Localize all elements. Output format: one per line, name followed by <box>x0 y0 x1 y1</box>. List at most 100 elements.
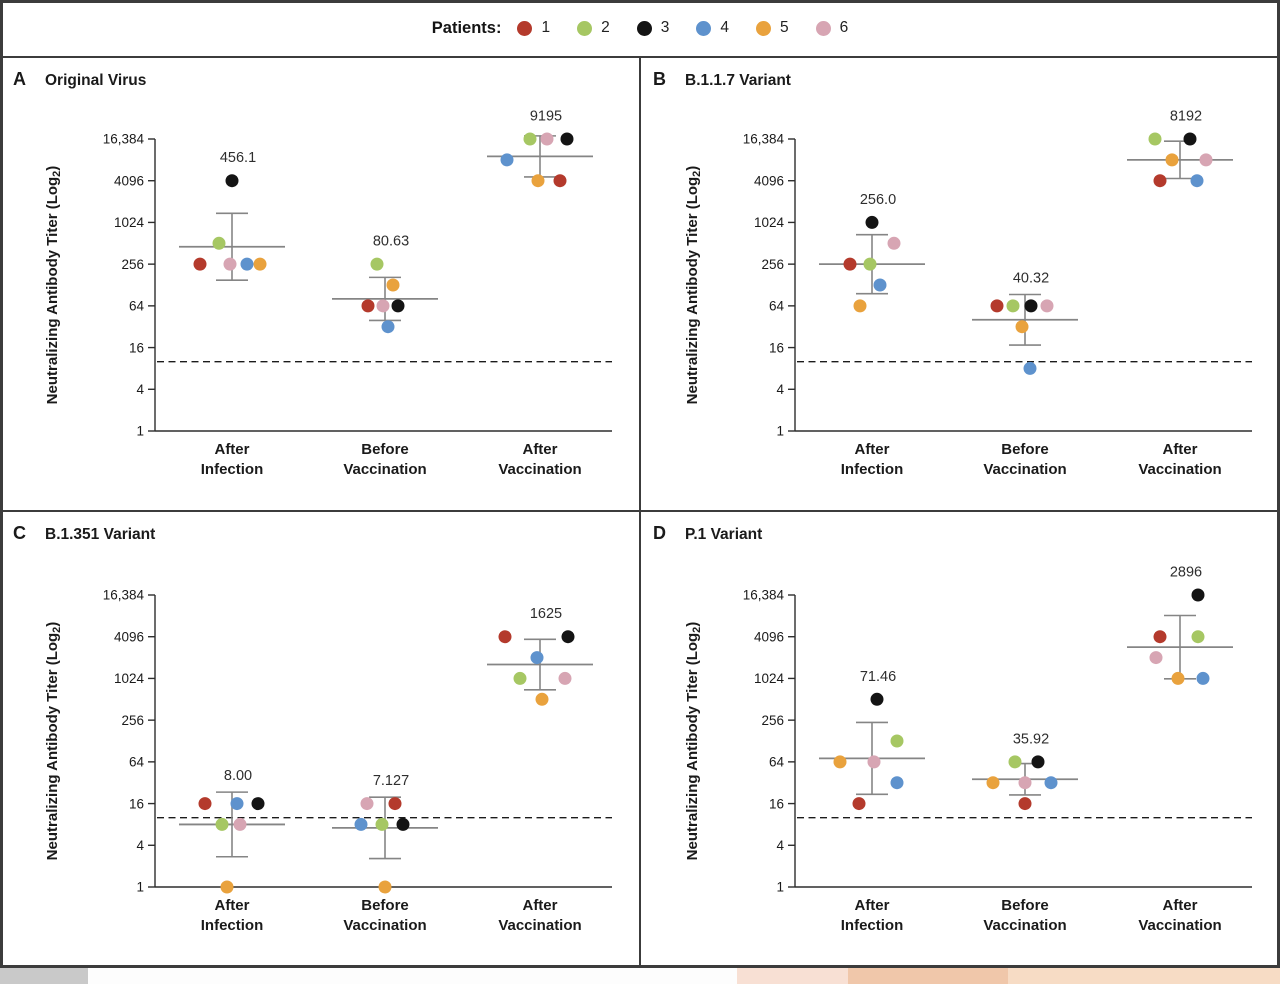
legend-item-patient-3: 3 <box>636 19 670 37</box>
panel-C: C B.1.351 Variant Neutralizing Antibody Ti… <box>0 512 640 971</box>
y-tick-label: 4096 <box>114 173 144 188</box>
data-point-patient-3 <box>865 215 879 229</box>
panel-A-chart: A Original Virus Neutralizing Antibody Tit… <box>13 69 612 478</box>
data-point-patient-6 <box>1040 299 1054 313</box>
data-point-patient-4 <box>1044 776 1058 790</box>
y-tick-label: 256 <box>761 257 784 272</box>
panel-letter: D <box>653 523 666 543</box>
x-category-label-line2: Infection <box>201 917 264 934</box>
panel-B: B B.1.1.7 Variant Neutralizing Antibody Ti… <box>640 58 1280 515</box>
panel-title: Original Virus <box>45 72 146 89</box>
data-point-patient-4 <box>381 320 395 334</box>
data-point-patient-3 <box>251 797 265 811</box>
y-tick-label: 1024 <box>114 215 145 230</box>
x-category-label-line2: Vaccination <box>1138 461 1221 478</box>
data-point-patient-4 <box>1023 361 1037 375</box>
data-point-patient-5 <box>986 776 1000 790</box>
panel-D-chart: D P.1 Variant Neutralizing Antibody Titer … <box>653 523 1252 934</box>
x-category-label-line1: After <box>214 441 249 458</box>
y-tick-label: 16,384 <box>103 588 145 603</box>
data-point-patient-6 <box>1199 153 1213 167</box>
geometric-mean-value: 8.00 <box>224 768 252 784</box>
y-tick-label: 64 <box>129 755 145 770</box>
panel-title: P.1 Variant <box>685 526 762 543</box>
data-point-patient-5 <box>833 755 847 769</box>
data-point-patient-1 <box>498 630 512 644</box>
y-axis-title: Neutralizing Antibody Titer (Log2) <box>44 166 63 405</box>
geometric-mean-value: 456.1 <box>220 150 256 166</box>
x-category-label-line2: Infection <box>201 461 264 478</box>
y-tick-label: 4096 <box>754 629 784 644</box>
y-axis-title-subscript: 2 <box>51 171 63 177</box>
data-point-patient-2 <box>513 671 527 685</box>
patient-4-dot-icon <box>696 20 712 36</box>
data-point-patient-1 <box>1153 174 1167 188</box>
y-axis-title-close: ) <box>44 166 61 171</box>
data-point-patient-1 <box>361 299 375 313</box>
x-category-label-line2: Vaccination <box>498 461 581 478</box>
data-point-patient-5 <box>378 880 392 894</box>
y-axis-title: Neutralizing Antibody Titer (Log2) <box>684 622 703 861</box>
data-point-patient-4 <box>890 776 904 790</box>
data-point-patient-1 <box>1153 630 1167 644</box>
data-point-patient-6 <box>1018 776 1032 790</box>
data-point-patient-2 <box>212 236 226 250</box>
x-category-label-line1: After <box>854 897 889 914</box>
x-category-label-line1: After <box>522 897 557 914</box>
data-point-patient-6 <box>540 132 554 146</box>
data-point-patient-5 <box>386 278 400 292</box>
y-tick-label: 256 <box>761 713 784 728</box>
y-tick-label: 64 <box>769 299 785 314</box>
data-point-patient-5 <box>531 174 545 188</box>
data-point-patient-5 <box>1171 671 1185 685</box>
data-point-patient-2 <box>890 734 904 748</box>
data-point-patient-1 <box>1018 797 1032 811</box>
y-axis-title-close: ) <box>684 166 701 171</box>
y-tick-label: 16,384 <box>743 132 785 147</box>
legend-item-patient-5: 5 <box>755 19 789 37</box>
legend-item-patient-4: 4 <box>696 19 729 37</box>
y-tick-label: 1 <box>136 424 144 439</box>
x-category-label-line2: Vaccination <box>498 917 581 934</box>
data-point-patient-3 <box>560 132 574 146</box>
bottom-strip-segment <box>0 968 88 984</box>
y-tick-label: 4 <box>136 382 144 397</box>
data-point-patient-2 <box>1191 630 1205 644</box>
data-point-patient-1 <box>198 797 212 811</box>
patient-4-label: 4 <box>720 19 729 36</box>
data-point-patient-4 <box>1190 174 1204 188</box>
bottom-strip-segment <box>848 968 1008 984</box>
data-point-patient-3 <box>391 299 405 313</box>
y-tick-label: 16 <box>129 340 144 355</box>
y-tick-label: 1 <box>136 880 144 895</box>
patient-3-label: 3 <box>660 19 670 36</box>
panel-title: B.1.351 Variant <box>45 526 155 543</box>
y-tick-label: 16 <box>129 796 144 811</box>
y-tick-label: 16,384 <box>743 588 785 603</box>
data-point-patient-3 <box>870 692 884 706</box>
x-category-label-line2: Vaccination <box>1138 917 1221 934</box>
data-point-patient-1 <box>852 797 866 811</box>
data-point-patient-4 <box>873 278 887 292</box>
data-point-patient-4 <box>240 257 254 271</box>
geometric-mean-value: 8192 <box>1170 109 1202 125</box>
data-point-patient-3 <box>1024 299 1038 313</box>
geometric-mean-value: 71.46 <box>860 669 896 685</box>
y-tick-label: 4 <box>776 382 784 397</box>
y-tick-label: 1024 <box>114 671 145 686</box>
y-axis-title: Neutralizing Antibody Titer (Log2) <box>684 166 703 405</box>
data-point-patient-5 <box>853 299 867 313</box>
x-category-label-line2: Vaccination <box>983 461 1066 478</box>
y-axis-title-close: ) <box>44 622 61 627</box>
panel-D: D P.1 Variant Neutralizing Antibody Titer … <box>640 512 1280 971</box>
x-category-label-line1: After <box>854 441 889 458</box>
data-point-patient-3 <box>1031 755 1045 769</box>
data-point-patient-4 <box>354 817 368 831</box>
data-point-patient-6 <box>376 299 390 313</box>
legend-items: 1 2 3 4 5 6 <box>517 19 848 37</box>
geometric-mean-value: 1625 <box>530 606 562 622</box>
legend-item-patient-1: 1 <box>517 19 550 37</box>
y-tick-label: 256 <box>121 713 144 728</box>
patient-1-label: 1 <box>541 19 551 36</box>
data-point-patient-6 <box>887 236 901 250</box>
